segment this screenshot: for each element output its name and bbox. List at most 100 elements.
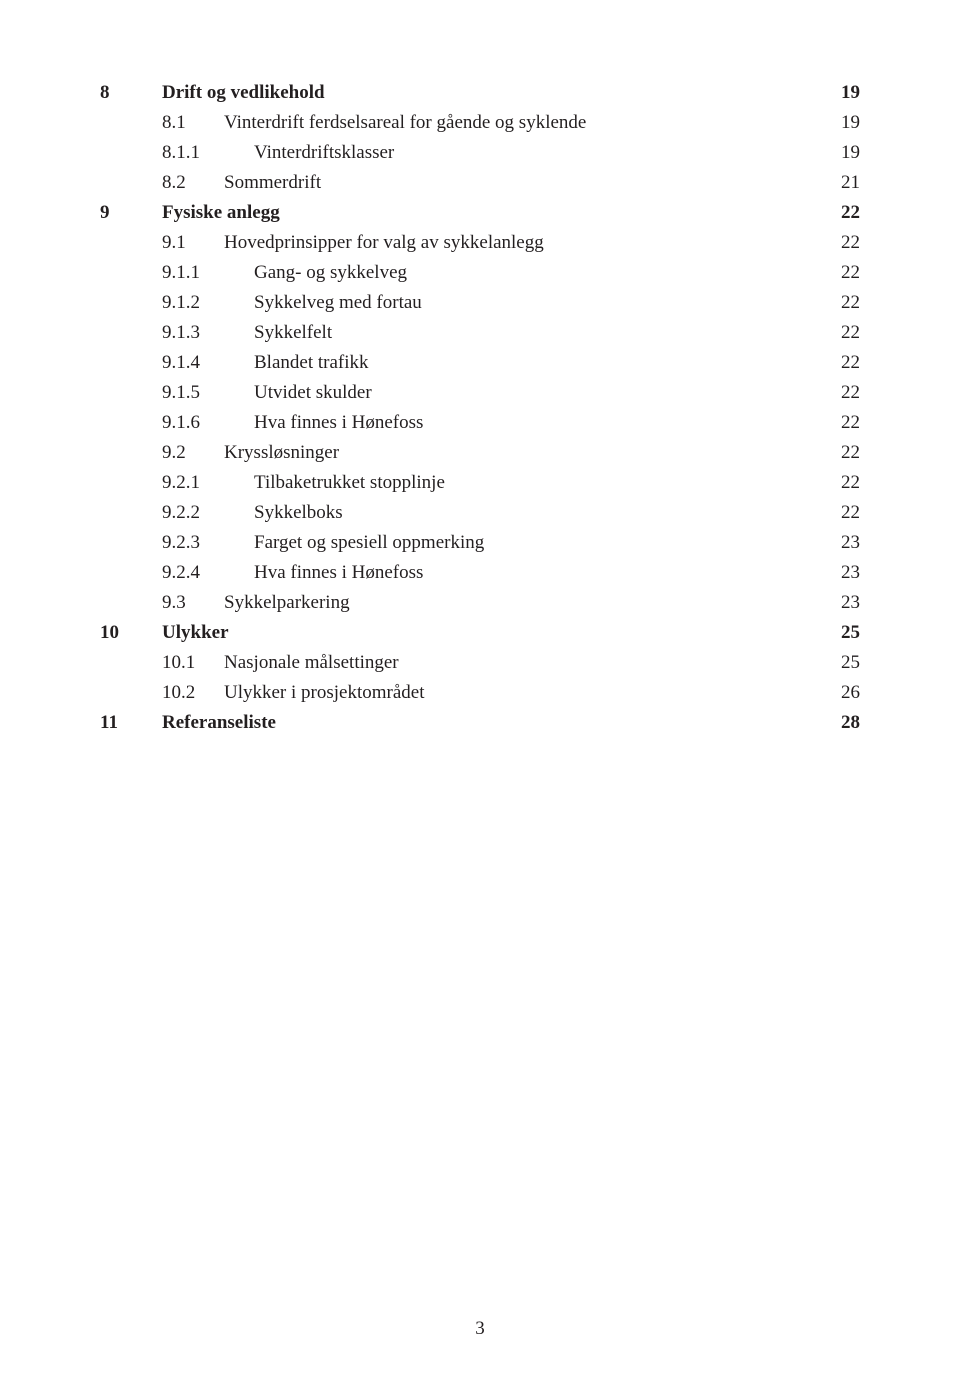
toc-entry-left: 9.1.4Blandet trafikk <box>162 348 369 378</box>
toc-entry-number: 9.1.2 <box>162 288 254 318</box>
toc-entry-page: 22 <box>841 408 860 438</box>
table-of-contents: 8Drift og vedlikehold 19 8.1Vinterdrift fe… <box>100 78 860 738</box>
toc-entry: 9.2.4Hva finnes i Hønefoss 23 <box>100 558 860 588</box>
toc-entry-page: 22 <box>841 228 860 258</box>
toc-entry-number: 9.1.4 <box>162 348 254 378</box>
toc-entry-page: 22 <box>841 318 860 348</box>
toc-entry-number: 9.1.5 <box>162 378 254 408</box>
toc-entry-left: 9.1.2Sykkelveg med fortau <box>162 288 422 318</box>
document-page: 8Drift og vedlikehold 19 8.1Vinterdrift fe… <box>0 0 960 738</box>
toc-entry-number: 9.2.3 <box>162 528 254 558</box>
toc-entry-number: 9.1.6 <box>162 408 254 438</box>
toc-entry-left: 9.2.2Sykkelboks <box>162 498 343 528</box>
toc-entry-left: 9.1.5Utvidet skulder <box>162 378 372 408</box>
toc-entry-number: 8.1 <box>162 108 224 138</box>
toc-entry-label: Sykkelveg med fortau <box>254 288 422 318</box>
toc-entry-label: Ulykker i prosjektområdet <box>224 678 425 708</box>
toc-entry: 8.1Vinterdrift ferdselsareal for gående … <box>100 108 860 138</box>
toc-entry-page: 19 <box>841 138 860 168</box>
toc-entry-label: Farget og spesiell oppmerking <box>254 528 484 558</box>
toc-entry: 9.2.1Tilbaketrukket stopplinje 22 <box>100 468 860 498</box>
toc-entry-left: 10.2Ulykker i prosjektområdet <box>162 678 425 708</box>
toc-entry: 9.1.5Utvidet skulder 22 <box>100 378 860 408</box>
toc-entry-left: 9.1.3Sykkelfelt <box>162 318 332 348</box>
toc-entry-number: 9.1.3 <box>162 318 254 348</box>
toc-entry-left: 9.2.3Farget og spesiell oppmerking <box>162 528 484 558</box>
toc-entry-left: 9Fysiske anlegg <box>100 198 280 228</box>
toc-entry-label: Hva finnes i Hønefoss <box>254 558 423 588</box>
toc-entry: 9.1.1Gang- og sykkelveg 22 <box>100 258 860 288</box>
toc-entry-left: 9.2.1Tilbaketrukket stopplinje <box>162 468 445 498</box>
toc-entry-number: 10 <box>100 618 162 648</box>
toc-entry-label: Vinterdriftsklasser <box>254 138 394 168</box>
toc-entry-left: 11Referanseliste <box>100 708 276 738</box>
toc-entry: 11Referanseliste28 <box>100 708 860 738</box>
toc-entry-label: Utvidet skulder <box>254 378 372 408</box>
toc-entry-left: 9.2Kryssløsninger <box>162 438 339 468</box>
toc-entry: 8.2Sommerdrift 21 <box>100 168 860 198</box>
toc-entry-label: Referanseliste <box>162 708 276 738</box>
toc-entry-page: 22 <box>841 198 860 228</box>
toc-entry-label: Sykkelparkering <box>224 588 350 618</box>
toc-entry: 8.1.1Vinterdriftsklasser 19 <box>100 138 860 168</box>
toc-entry-page: 19 <box>841 108 860 138</box>
toc-entry: 9.1Hovedprinsipper for valg av sykkelanl… <box>100 228 860 258</box>
toc-entry-number: 9.2.4 <box>162 558 254 588</box>
toc-entry-number: 9.2.2 <box>162 498 254 528</box>
toc-entry-page: 22 <box>841 468 860 498</box>
toc-entry-page: 23 <box>841 528 860 558</box>
page-number: 3 <box>0 1318 960 1340</box>
toc-entry-number: 11 <box>100 708 162 738</box>
toc-entry-left: 9.1.1Gang- og sykkelveg <box>162 258 407 288</box>
toc-entry-label: Vinterdrift ferdselsareal for gående og … <box>224 108 586 138</box>
toc-entry-number: 9.1 <box>162 228 224 258</box>
toc-entry: 9.2.2Sykkelboks 22 <box>100 498 860 528</box>
toc-entry-label: Fysiske anlegg <box>162 198 280 228</box>
toc-entry-page: 23 <box>841 558 860 588</box>
toc-entry-page: 22 <box>841 498 860 528</box>
toc-entry-number: 9.1.1 <box>162 258 254 288</box>
toc-entry: 9.1.4Blandet trafikk 22 <box>100 348 860 378</box>
toc-entry-page: 22 <box>841 288 860 318</box>
toc-entry-label: Tilbaketrukket stopplinje <box>254 468 445 498</box>
toc-entry-label: Hovedprinsipper for valg av sykkelanlegg <box>224 228 544 258</box>
toc-entry-left: 9.2.4Hva finnes i Hønefoss <box>162 558 423 588</box>
toc-entry-page: 22 <box>841 258 860 288</box>
toc-entry-page: 21 <box>841 168 860 198</box>
toc-entry-page: 22 <box>841 378 860 408</box>
toc-entry-page: 25 <box>841 648 860 678</box>
toc-entry-left: 8.1Vinterdrift ferdselsareal for gående … <box>162 108 586 138</box>
toc-entry-label: Hva finnes i Hønefoss <box>254 408 423 438</box>
toc-entry-number: 8 <box>100 78 162 108</box>
toc-entry: 9Fysiske anlegg 22 <box>100 198 860 228</box>
toc-entry: 10.1Nasjonale målsettinger 25 <box>100 648 860 678</box>
toc-entry-label: Sykkelboks <box>254 498 343 528</box>
toc-entry-number: 9 <box>100 198 162 228</box>
toc-entry-page: 22 <box>841 438 860 468</box>
toc-entry-label: Ulykker <box>162 618 229 648</box>
toc-entry: 9.1.2Sykkelveg med fortau 22 <box>100 288 860 318</box>
toc-entry-number: 8.1.1 <box>162 138 254 168</box>
toc-entry-left: 9.3Sykkelparkering <box>162 588 350 618</box>
toc-entry-label: Kryssløsninger <box>224 438 339 468</box>
toc-entry-number: 8.2 <box>162 168 224 198</box>
toc-entry-label: Sommerdrift <box>224 168 321 198</box>
toc-entry-page: 25 <box>841 618 860 648</box>
toc-entry-left: 8Drift og vedlikehold <box>100 78 325 108</box>
toc-entry-label: Sykkelfelt <box>254 318 332 348</box>
toc-entry-left: 8.1.1Vinterdriftsklasser <box>162 138 394 168</box>
toc-entry-left: 8.2Sommerdrift <box>162 168 321 198</box>
toc-entry: 9.2.3Farget og spesiell oppmerking 23 <box>100 528 860 558</box>
toc-entry-number: 9.3 <box>162 588 224 618</box>
toc-entry-page: 22 <box>841 348 860 378</box>
toc-entry-number: 10.1 <box>162 648 224 678</box>
toc-entry-number: 9.2.1 <box>162 468 254 498</box>
toc-entry-page: 23 <box>841 588 860 618</box>
toc-entry-left: 9.1.6Hva finnes i Hønefoss <box>162 408 423 438</box>
toc-entry: 10Ulykker 25 <box>100 618 860 648</box>
toc-entry-label: Nasjonale målsettinger <box>224 648 399 678</box>
toc-entry-label: Gang- og sykkelveg <box>254 258 407 288</box>
toc-entry-left: 10.1Nasjonale målsettinger <box>162 648 399 678</box>
toc-entry: 9.1.6Hva finnes i Hønefoss 22 <box>100 408 860 438</box>
toc-entry-number: 9.2 <box>162 438 224 468</box>
